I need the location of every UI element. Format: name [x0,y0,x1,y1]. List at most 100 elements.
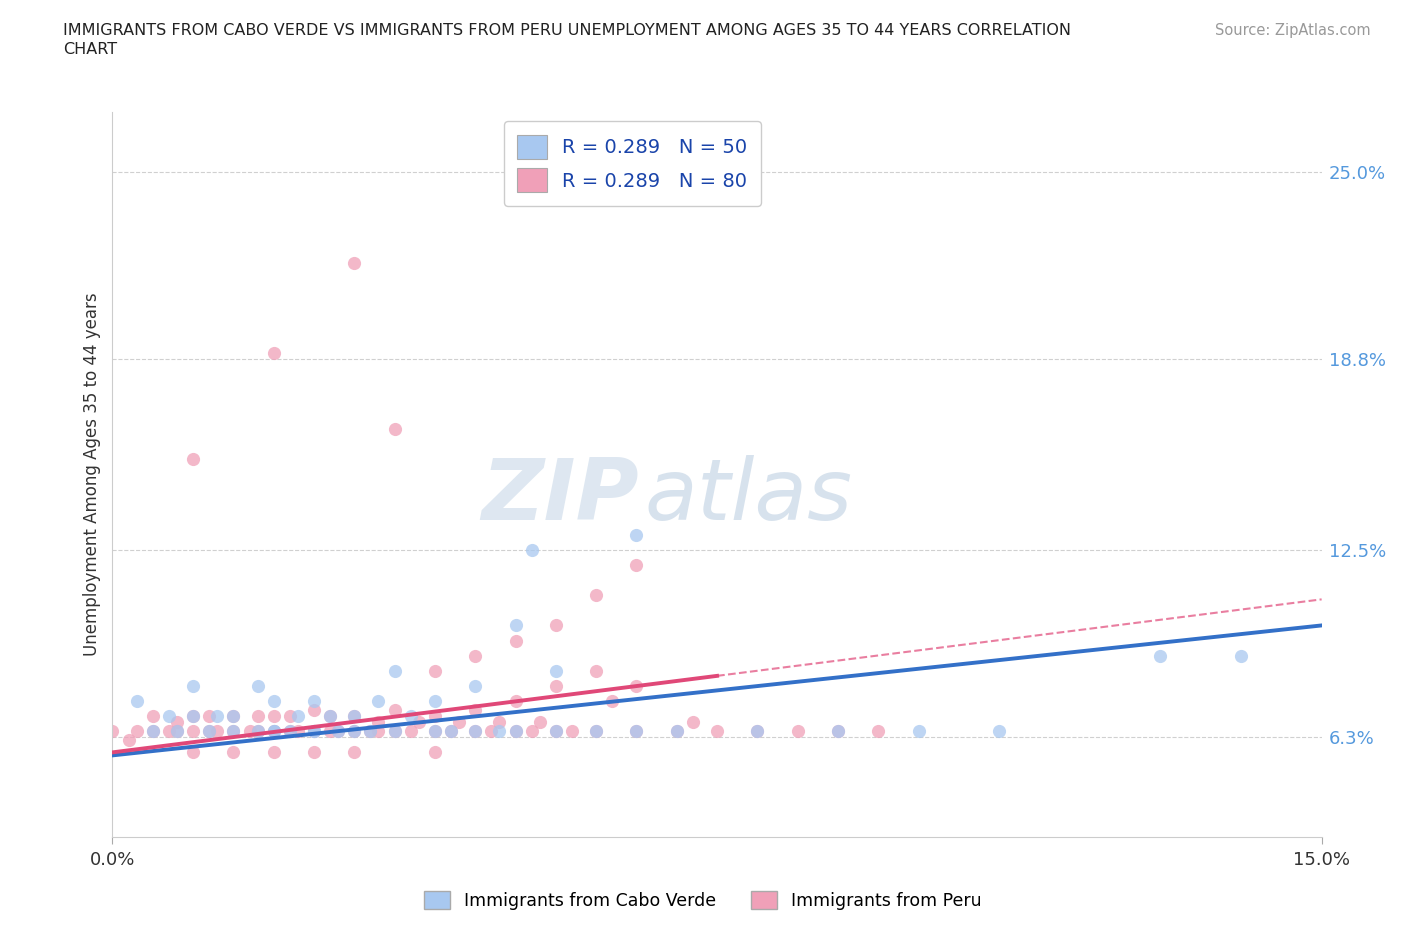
Point [302,745,325,760]
Point [117,733,139,748]
Point [328,724,350,738]
Point [384,663,406,678]
Point [464,724,486,738]
Point [246,724,269,738]
Text: atlas: atlas [644,455,852,538]
Point [488,715,510,730]
Point [626,724,648,738]
Point [665,724,688,738]
Point [198,724,221,738]
Point [505,694,527,709]
Point [181,724,204,738]
Legend: R = 0.289   N = 50, R = 0.289   N = 80: R = 0.289 N = 50, R = 0.289 N = 80 [503,121,761,206]
Point [302,724,325,738]
Point [222,724,245,738]
Point [505,724,527,738]
Point [302,724,325,738]
Point [367,694,389,709]
Point [125,724,148,738]
Point [142,724,165,738]
Text: IMMIGRANTS FROM CABO VERDE VS IMMIGRANTS FROM PERU UNEMPLOYMENT AMONG AGES 35 TO: IMMIGRANTS FROM CABO VERDE VS IMMIGRANTS… [63,23,1071,38]
Point [343,724,366,738]
Point [544,724,567,738]
Point [626,724,648,738]
Point [626,558,648,573]
Point [682,715,704,730]
Point [384,724,406,738]
Point [626,679,648,694]
Point [181,709,204,724]
Point [423,724,446,738]
Point [747,724,769,738]
Point [238,724,260,738]
Point [464,724,486,738]
Point [827,724,849,738]
Point [544,724,567,738]
Point [529,715,551,730]
Point [198,724,221,738]
Y-axis label: Unemployment Among Ages 35 to 44 years: Unemployment Among Ages 35 to 44 years [83,293,101,656]
Point [665,724,688,738]
Text: CHART: CHART [63,42,117,57]
Point [263,724,285,738]
Point [561,724,583,738]
Point [343,709,366,724]
Point [449,715,471,730]
Point [464,703,486,718]
Point [585,724,607,738]
Point [585,588,607,603]
Point [246,679,269,694]
Point [222,709,245,724]
Point [287,709,309,724]
Point [706,724,728,738]
Point [319,709,342,724]
Point [101,724,124,738]
Point [319,724,342,738]
Point [440,724,463,738]
Point [263,724,285,738]
Point [263,346,285,361]
Point [367,724,389,738]
Point [1230,648,1253,663]
Point [125,694,148,709]
Point [786,724,808,738]
Point [278,724,301,738]
Point [868,724,890,738]
Point [157,724,180,738]
Point [263,745,285,760]
Point [479,724,502,738]
Point [207,724,229,738]
Point [399,724,422,738]
Point [544,663,567,678]
Point [302,724,325,738]
Point [246,709,269,724]
Point [166,724,188,738]
Point [343,709,366,724]
Text: Source: ZipAtlas.com: Source: ZipAtlas.com [1215,23,1371,38]
Point [302,703,325,718]
Point [488,724,510,738]
Point [600,694,623,709]
Point [423,745,446,760]
Point [423,724,446,738]
Point [384,421,406,436]
Point [440,724,463,738]
Point [302,694,325,709]
Point [423,694,446,709]
Point [343,256,366,271]
Point [408,715,430,730]
Point [520,542,543,557]
Point [384,724,406,738]
Point [399,709,422,724]
Point [747,724,769,738]
Point [166,715,188,730]
Point [505,618,527,633]
Point [585,724,607,738]
Point [520,724,543,738]
Point [423,663,446,678]
Point [907,724,929,738]
Point [287,724,309,738]
Point [367,715,389,730]
Point [222,745,245,760]
Point [181,709,204,724]
